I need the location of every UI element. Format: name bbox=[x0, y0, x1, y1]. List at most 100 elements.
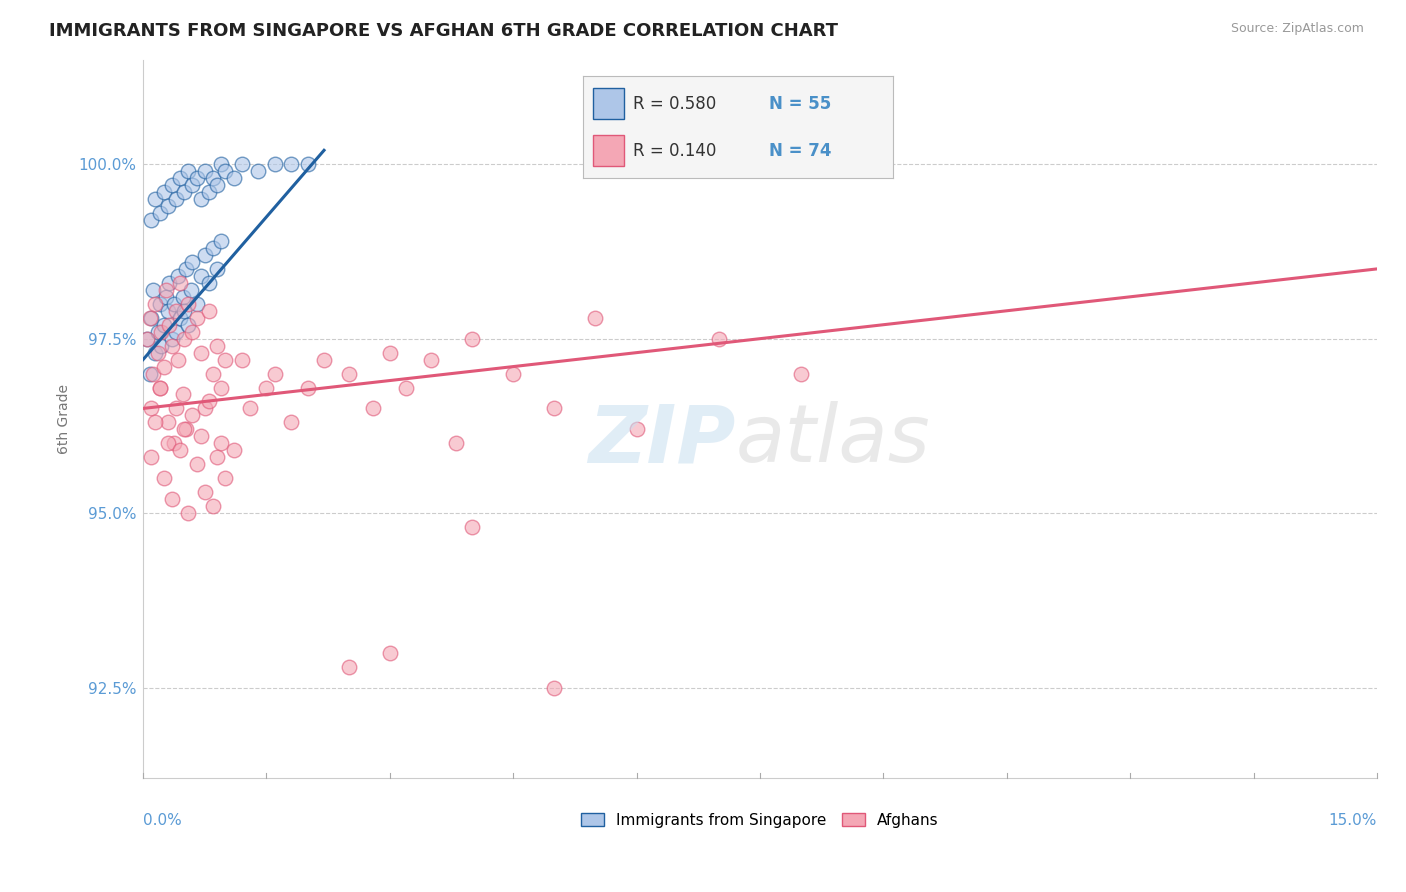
Point bbox=[214, 164, 236, 178]
Point bbox=[177, 297, 200, 311]
Point bbox=[146, 325, 169, 339]
Point bbox=[198, 185, 221, 199]
Point bbox=[209, 436, 232, 450]
Legend: Immigrants from Singapore, Afghans: Immigrants from Singapore, Afghans bbox=[574, 805, 946, 835]
Point bbox=[337, 659, 360, 673]
Point bbox=[194, 401, 217, 416]
Bar bbox=[593, 88, 624, 119]
Point bbox=[186, 297, 208, 311]
Point bbox=[198, 303, 221, 318]
Point bbox=[337, 367, 360, 381]
Point bbox=[444, 436, 467, 450]
Point bbox=[156, 436, 179, 450]
Point bbox=[181, 325, 204, 339]
Point bbox=[145, 192, 167, 206]
Point bbox=[190, 345, 212, 359]
Point bbox=[150, 339, 173, 353]
Point bbox=[205, 339, 228, 353]
Point bbox=[790, 367, 813, 381]
Point bbox=[160, 339, 183, 353]
Point bbox=[502, 367, 524, 381]
Point bbox=[205, 450, 228, 465]
Point bbox=[165, 325, 187, 339]
Point bbox=[160, 492, 183, 507]
Point bbox=[201, 367, 224, 381]
Point bbox=[160, 178, 183, 193]
Point bbox=[148, 206, 170, 220]
Point bbox=[141, 450, 163, 465]
Text: R = 0.580: R = 0.580 bbox=[633, 95, 716, 112]
Point bbox=[150, 325, 173, 339]
Point bbox=[152, 185, 174, 199]
Text: 0.0%: 0.0% bbox=[143, 814, 181, 828]
Point bbox=[209, 157, 232, 171]
Point bbox=[214, 471, 236, 485]
Point bbox=[205, 261, 228, 276]
Point bbox=[155, 283, 177, 297]
Point bbox=[378, 345, 401, 359]
Point bbox=[165, 401, 187, 416]
Text: N = 55: N = 55 bbox=[769, 95, 831, 112]
Point bbox=[312, 352, 335, 367]
Point bbox=[166, 352, 188, 367]
Point bbox=[205, 178, 228, 193]
Point bbox=[395, 380, 418, 394]
Text: atlas: atlas bbox=[735, 401, 931, 480]
Point bbox=[136, 332, 159, 346]
Point bbox=[585, 310, 607, 325]
Point bbox=[146, 345, 169, 359]
Point bbox=[173, 332, 195, 346]
Point bbox=[141, 310, 163, 325]
Point bbox=[157, 276, 180, 290]
Point bbox=[239, 401, 262, 416]
Point bbox=[231, 157, 253, 171]
Point bbox=[543, 681, 565, 695]
Point bbox=[174, 261, 197, 276]
Point bbox=[201, 499, 224, 513]
Point bbox=[222, 443, 245, 458]
Point bbox=[222, 171, 245, 186]
Point bbox=[156, 303, 179, 318]
Point bbox=[177, 164, 200, 178]
Point bbox=[263, 367, 285, 381]
Bar bbox=[593, 136, 624, 166]
Point bbox=[263, 157, 285, 171]
Text: ZIP: ZIP bbox=[588, 401, 735, 480]
Point bbox=[194, 485, 217, 500]
Point bbox=[194, 164, 217, 178]
Point bbox=[177, 318, 200, 332]
Point bbox=[363, 401, 385, 416]
Point bbox=[145, 416, 167, 430]
Point bbox=[198, 276, 221, 290]
Point bbox=[190, 429, 212, 443]
Point bbox=[163, 297, 186, 311]
Point bbox=[461, 332, 484, 346]
Point bbox=[297, 380, 319, 394]
Point bbox=[194, 248, 217, 262]
Point bbox=[461, 520, 484, 534]
Point bbox=[198, 394, 221, 409]
Point bbox=[177, 506, 200, 520]
Point bbox=[209, 234, 232, 248]
Point bbox=[165, 303, 187, 318]
Point bbox=[256, 380, 278, 394]
Point bbox=[155, 290, 177, 304]
Point bbox=[186, 171, 208, 186]
Point bbox=[169, 443, 191, 458]
Point bbox=[157, 318, 180, 332]
Point bbox=[156, 416, 179, 430]
Point bbox=[181, 409, 204, 423]
Point bbox=[190, 268, 212, 283]
Point bbox=[201, 171, 224, 186]
Point bbox=[148, 380, 170, 394]
Point bbox=[148, 380, 170, 394]
Point bbox=[152, 318, 174, 332]
Point bbox=[543, 401, 565, 416]
Point bbox=[378, 646, 401, 660]
Point bbox=[160, 332, 183, 346]
Point bbox=[214, 352, 236, 367]
Point bbox=[247, 164, 270, 178]
Point bbox=[297, 157, 319, 171]
Point bbox=[181, 255, 204, 269]
Text: Source: ZipAtlas.com: Source: ZipAtlas.com bbox=[1230, 22, 1364, 36]
